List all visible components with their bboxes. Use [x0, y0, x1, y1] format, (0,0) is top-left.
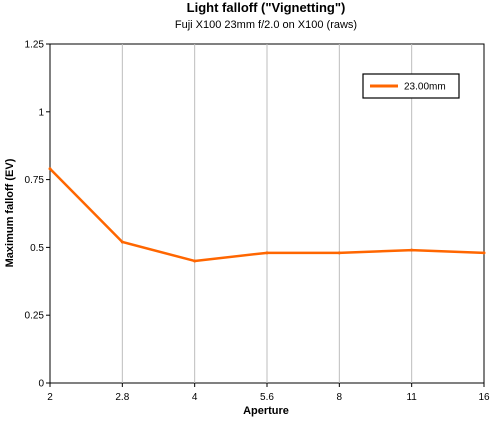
x-tick-label-4: 4 [192, 392, 198, 403]
x-axis-ticks: 2 2.8 4 5.6 8 11 16 [47, 383, 490, 403]
data-point-8 [337, 251, 341, 255]
legend: 23.00mm [362, 73, 460, 99]
gridlines [121, 44, 413, 383]
x-tick-label-5.6: 5.6 [260, 392, 274, 403]
data-point-5.6 [265, 251, 269, 255]
x-tick-label-11: 11 [406, 392, 417, 403]
y-tick-label-0.5: 0.5 [30, 243, 44, 254]
chart-subtitle: Fuji X100 23mm f/2.0 on X100 (raws) [175, 19, 357, 31]
x-tick-label-2.8: 2.8 [115, 392, 129, 403]
y-tick-label-0.25: 0.25 [25, 311, 45, 322]
series-group [48, 167, 486, 263]
y-tick-label-1: 1 [38, 107, 44, 118]
y-tick-label-0.75: 0.75 [25, 175, 45, 186]
data-point-2 [48, 167, 52, 171]
y-tick-label-1.25: 1.25 [25, 40, 45, 51]
data-point-4 [193, 259, 197, 263]
y-axis-title: Maximum falloff (EV) [4, 158, 16, 267]
legend-label: 23.00mm [404, 82, 446, 93]
y-tick-label-0: 0 [38, 379, 44, 390]
x-tick-label-8: 8 [337, 392, 343, 403]
data-point-16 [482, 251, 486, 255]
chart-title: Light falloff ("Vignetting") [187, 0, 346, 15]
x-axis-title: Aperture [243, 405, 289, 417]
x-tick-label-2: 2 [47, 392, 53, 403]
x-tick-label-16: 16 [478, 392, 490, 403]
y-axis-ticks: 0 0.25 0.5 0.75 1 1.25 [25, 40, 50, 390]
data-point-2.8 [120, 240, 124, 244]
data-point-11 [410, 248, 414, 252]
